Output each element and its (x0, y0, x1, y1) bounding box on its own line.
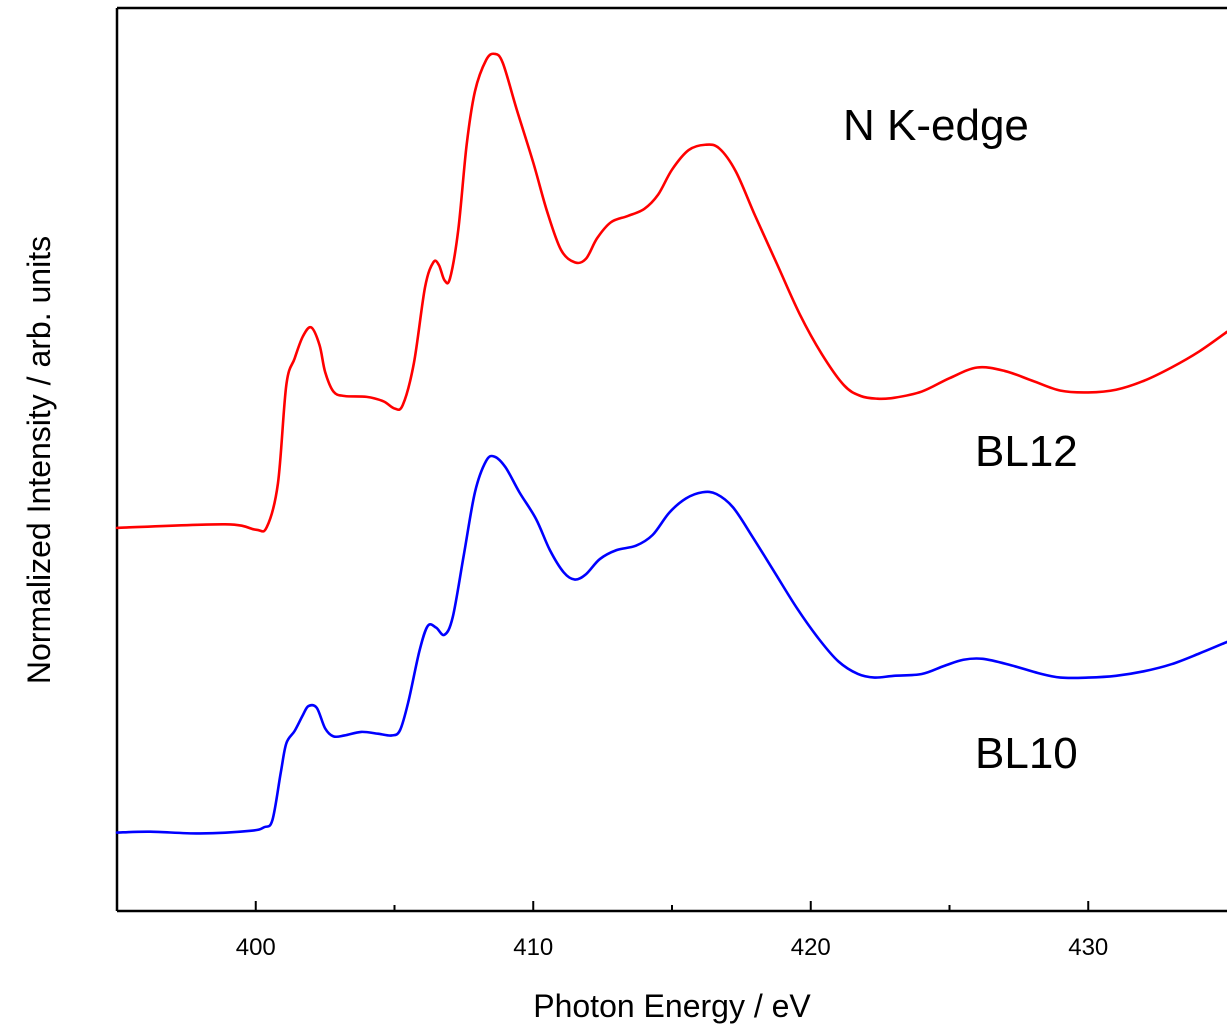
x-axis-title: Photon Energy / eV (533, 988, 811, 1024)
x-tick-label: 400 (236, 934, 276, 961)
annotation-bl12: BL12 (975, 427, 1078, 476)
annotation-bl10: BL10 (975, 729, 1078, 778)
x-tick-label: 410 (513, 934, 553, 961)
x-tick-label: 430 (1068, 934, 1108, 961)
x-tick-label: 420 (791, 934, 831, 961)
series-line-bl10 (115, 454, 1227, 835)
series-line-bl12 (115, 52, 1227, 533)
series-layer (115, 52, 1227, 835)
y-axis-title: Normalized Intensity / arb. units (21, 236, 57, 684)
annotation-n-k-edge: N K-edge (843, 101, 1029, 150)
x-ticks: 400 410 420 430 (236, 901, 1108, 961)
